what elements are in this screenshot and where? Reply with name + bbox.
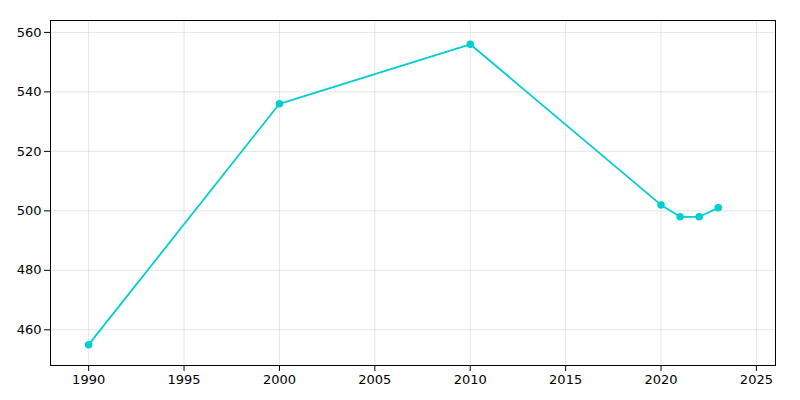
svg-text:560: 560 (17, 25, 42, 40)
svg-text:2020: 2020 (644, 372, 677, 387)
svg-text:540: 540 (17, 84, 42, 99)
svg-text:2015: 2015 (549, 372, 582, 387)
svg-text:2025: 2025 (740, 372, 773, 387)
svg-text:2005: 2005 (358, 372, 391, 387)
svg-text:2010: 2010 (454, 372, 487, 387)
svg-text:460: 460 (17, 322, 42, 337)
svg-text:520: 520 (17, 144, 42, 159)
svg-text:1990: 1990 (72, 372, 105, 387)
svg-text:1995: 1995 (168, 372, 201, 387)
svg-text:480: 480 (17, 262, 42, 277)
svg-text:500: 500 (17, 203, 42, 218)
svg-text:2000: 2000 (263, 372, 296, 387)
